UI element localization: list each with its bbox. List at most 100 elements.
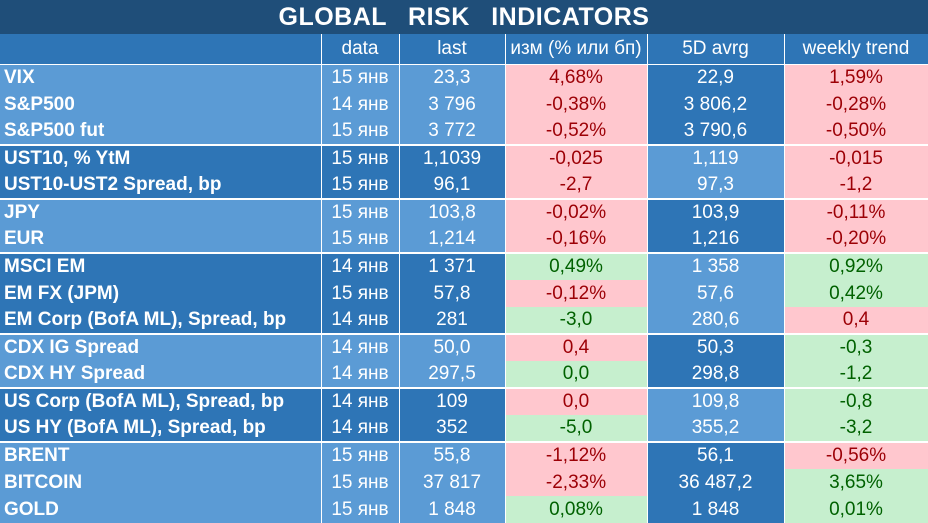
change-value: -0,025 xyxy=(505,144,648,172)
trend-value: 3,65% xyxy=(784,469,928,496)
indicator-name: UST10, % YtM xyxy=(0,144,322,172)
indicator-name: MSCI EM xyxy=(0,252,322,280)
header-weekly-trend: weekly trend xyxy=(784,34,928,65)
trend-value: 0,42% xyxy=(784,280,928,307)
trend-value: -3,2 xyxy=(784,415,928,442)
change-value: -0,38% xyxy=(505,91,648,118)
date-cell: 15 янв xyxy=(321,441,400,469)
indicator-name: CDX IG Spread xyxy=(0,333,322,361)
indicator-name: S&P500 xyxy=(0,91,322,118)
avg-value: 56,1 xyxy=(647,441,785,469)
change-value: -0,02% xyxy=(505,198,648,226)
header-date: data xyxy=(321,34,400,65)
table-row: GOLD 15 янв 1 848 0,08% 1 848 0,01% xyxy=(0,496,928,523)
table-row: US HY (BofA ML), Spread, bp 14 янв 352 -5,0… xyxy=(0,415,928,442)
last-value: 352 xyxy=(399,415,506,442)
header-row: data last изм (% или бп) 5D avrg weekly … xyxy=(0,34,928,65)
header-last: last xyxy=(399,34,506,65)
avg-value: 50,3 xyxy=(647,333,785,361)
change-value: -0,52% xyxy=(505,118,648,145)
change-value: 0,4 xyxy=(505,333,648,361)
avg-value: 298,8 xyxy=(647,361,785,388)
date-cell: 15 янв xyxy=(321,469,400,496)
trend-value: -0,3 xyxy=(784,333,928,361)
last-value: 297,5 xyxy=(399,361,506,388)
date-cell: 14 янв xyxy=(321,333,400,361)
change-value: -0,16% xyxy=(505,226,648,253)
change-value: -3,0 xyxy=(505,307,648,334)
date-cell: 14 янв xyxy=(321,307,400,334)
change-value: -2,33% xyxy=(505,469,648,496)
date-cell: 15 янв xyxy=(321,280,400,307)
trend-value: 0,92% xyxy=(784,252,928,280)
change-value: -5,0 xyxy=(505,415,648,442)
indicator-name: GOLD xyxy=(0,496,322,523)
change-value: -1,12% xyxy=(505,441,648,469)
last-value: 57,8 xyxy=(399,280,506,307)
last-value: 103,8 xyxy=(399,198,506,226)
date-cell: 15 янв xyxy=(321,198,400,226)
indicators-table: data last изм (% или бп) 5D avrg weekly … xyxy=(0,34,928,523)
avg-value: 36 487,2 xyxy=(647,469,785,496)
last-value: 1 371 xyxy=(399,252,506,280)
table-row: CDX IG Spread 14 янв 50,0 0,4 50,3 -0,3 xyxy=(0,333,928,361)
last-value: 1 848 xyxy=(399,496,506,523)
indicator-name: US Corp (BofA ML), Spread, bp xyxy=(0,387,322,415)
indicator-name: BITCOIN xyxy=(0,469,322,496)
change-value: -0,12% xyxy=(505,280,648,307)
table-row: UST10, % YtM 15 янв 1,1039 -0,025 1,119 -0,01… xyxy=(0,144,928,172)
indicator-name: EUR xyxy=(0,226,322,253)
trend-value: 0,4 xyxy=(784,307,928,334)
change-value: 0,49% xyxy=(505,252,648,280)
table-row: US Corp (BofA ML), Spread, bp 14 янв 109 0,… xyxy=(0,387,928,415)
indicator-name: VIX xyxy=(0,64,322,91)
avg-value: 109,8 xyxy=(647,387,785,415)
date-cell: 14 янв xyxy=(321,361,400,388)
table-body: VIX 15 янв 23,3 4,68% 22,9 1,59% S&P500 14 янв 3… xyxy=(0,64,928,523)
last-value: 96,1 xyxy=(399,172,506,199)
date-cell: 14 янв xyxy=(321,387,400,415)
trend-value: -0,50% xyxy=(784,118,928,145)
trend-value: 0,01% xyxy=(784,496,928,523)
indicator-name: EM Corp (BofA ML), Spread, bp xyxy=(0,307,322,334)
indicator-name: EM FX (JPM) xyxy=(0,280,322,307)
date-cell: 15 янв xyxy=(321,496,400,523)
table-row: MSCI EM 14 янв 1 371 0,49% 1 358 0,92% xyxy=(0,252,928,280)
indicator-name: CDX HY Spread xyxy=(0,361,322,388)
trend-value: -1,2 xyxy=(784,361,928,388)
trend-value: -0,11% xyxy=(784,198,928,226)
avg-value: 280,6 xyxy=(647,307,785,334)
table-row: BITCOIN 15 янв 37 817 -2,33% 36 487,2 3,65% xyxy=(0,469,928,496)
change-value: -2,7 xyxy=(505,172,648,199)
indicator-name: UST10-UST2 Spread, bp xyxy=(0,172,322,199)
header-indicator xyxy=(0,34,322,65)
date-cell: 15 янв xyxy=(321,172,400,199)
date-cell: 14 янв xyxy=(321,415,400,442)
trend-value: -0,8 xyxy=(784,387,928,415)
avg-value: 22,9 xyxy=(647,64,785,91)
table-row: S&P500 14 янв 3 796 -0,38% 3 806,2 -0,28% xyxy=(0,91,928,118)
table-row: EM FX (JPM) 15 янв 57,8 -0,12% 57,6 0,42% xyxy=(0,280,928,307)
table-row: UST10-UST2 Spread, bp 15 янв 96,1 -2,7 97,3-… xyxy=(0,172,928,199)
trend-value: -0,56% xyxy=(784,441,928,469)
table-row: BRENT 15 янв 55,8 -1,12% 56,1 -0,56% xyxy=(0,441,928,469)
header-change: изм (% или бп) xyxy=(505,34,648,65)
trend-value: -0,28% xyxy=(784,91,928,118)
table-row: EUR 15 янв 1,214 -0,16% 1,216 -0,20% xyxy=(0,226,928,253)
header-5d-avg: 5D avrg xyxy=(647,34,785,65)
date-cell: 15 янв xyxy=(321,144,400,172)
last-value: 55,8 xyxy=(399,441,506,469)
change-value: 0,0 xyxy=(505,387,648,415)
avg-value: 3 790,6 xyxy=(647,118,785,145)
avg-value: 103,9 xyxy=(647,198,785,226)
date-cell: 15 янв xyxy=(321,118,400,145)
last-value: 3 796 xyxy=(399,91,506,118)
last-value: 281 xyxy=(399,307,506,334)
page-title: GLOBAL RISK INDICATORS xyxy=(0,0,928,34)
table-row: CDX HY Spread 14 янв 297,5 0,0 298,8 -1,2 xyxy=(0,361,928,388)
date-cell: 15 янв xyxy=(321,226,400,253)
indicator-name: JPY xyxy=(0,198,322,226)
avg-value: 1,119 xyxy=(647,144,785,172)
date-cell: 15 янв xyxy=(321,64,400,91)
table-row: JPY 15 янв 103,8 -0,02% 103,9 -0,11% xyxy=(0,198,928,226)
